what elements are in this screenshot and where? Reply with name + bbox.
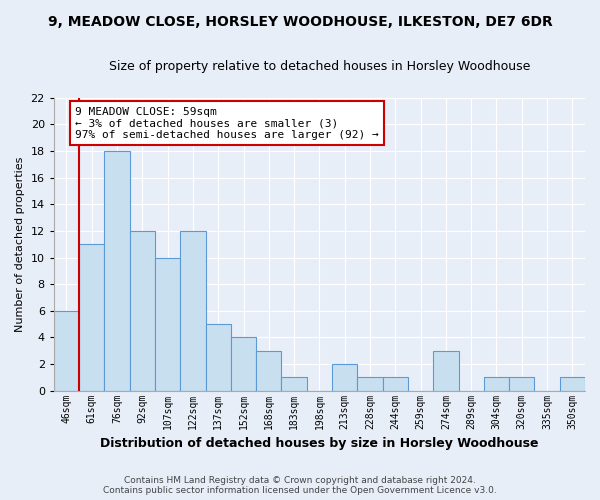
Bar (433, 350, 458, 391)
Bar (256, 350, 281, 391)
Bar (231, 338, 256, 390)
Bar (484, 378, 509, 390)
X-axis label: Distribution of detached houses by size in Horsley Woodhouse: Distribution of detached houses by size … (100, 437, 539, 450)
Bar (509, 378, 535, 390)
Bar (206, 324, 231, 390)
Bar (181, 231, 206, 390)
Title: Size of property relative to detached houses in Horsley Woodhouse: Size of property relative to detached ho… (109, 60, 530, 73)
Bar (358, 378, 383, 390)
Bar (104, 151, 130, 390)
Y-axis label: Number of detached properties: Number of detached properties (15, 156, 25, 332)
Bar (54, 311, 79, 390)
Bar (130, 231, 155, 390)
Bar (79, 244, 104, 390)
Bar (383, 378, 408, 390)
Bar (281, 378, 307, 390)
Bar (155, 258, 181, 390)
Bar (332, 364, 358, 390)
Text: 9 MEADOW CLOSE: 59sqm
← 3% of detached houses are smaller (3)
97% of semi-detach: 9 MEADOW CLOSE: 59sqm ← 3% of detached h… (75, 106, 379, 140)
Bar (560, 378, 585, 390)
Text: Contains HM Land Registry data © Crown copyright and database right 2024.
Contai: Contains HM Land Registry data © Crown c… (103, 476, 497, 495)
Text: 9, MEADOW CLOSE, HORSLEY WOODHOUSE, ILKESTON, DE7 6DR: 9, MEADOW CLOSE, HORSLEY WOODHOUSE, ILKE… (47, 15, 553, 29)
